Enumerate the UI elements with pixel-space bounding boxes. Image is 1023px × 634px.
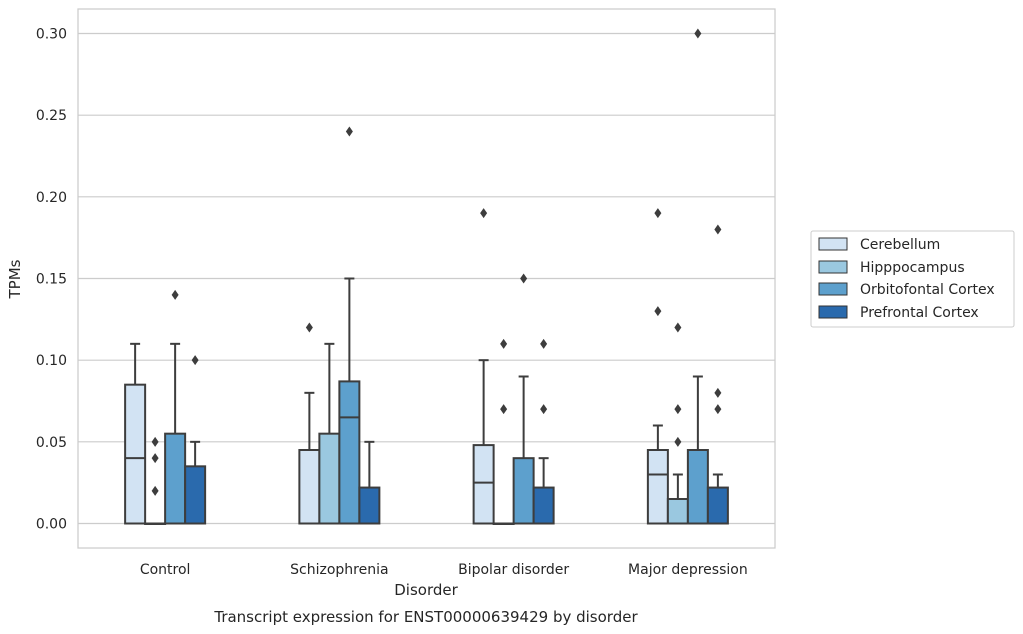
box-orbitofontal-cortex-bipolar-disorder — [512, 273, 535, 525]
y-tick-label: 0.00 — [36, 517, 67, 533]
box-body — [532, 486, 555, 525]
legend-swatch-cerebellum — [818, 237, 848, 251]
box-orbitofontal-cortex-control — [164, 289, 187, 525]
outlier-point — [540, 404, 548, 415]
outlier-point — [674, 436, 682, 447]
box-prefrontal-cortex-major-depression — [706, 224, 729, 525]
outlier-point — [674, 404, 682, 415]
legend-item-cerebellum: Cerebellum — [818, 237, 940, 253]
y-axis-label: TPMs — [6, 259, 24, 299]
x-tick-label: Schizophrenia — [290, 562, 388, 578]
outlier-point — [540, 338, 548, 349]
outlier-point — [520, 273, 528, 284]
outlier-point — [674, 322, 682, 333]
box-hipppocampus-control — [144, 436, 167, 525]
box-cerebellum-schizophrenia — [298, 322, 321, 525]
box-body — [472, 444, 495, 525]
outlier-point — [500, 404, 508, 415]
box-body — [666, 498, 689, 525]
chart-title: Transcript expression for ENST0000063942… — [213, 608, 638, 626]
box-body — [646, 449, 669, 525]
y-tick-label: 0.20 — [36, 190, 67, 206]
legend-item-prefrontal-cortex: Prefrontal Cortex — [818, 305, 979, 321]
box-body — [512, 457, 535, 525]
outlier-point — [500, 338, 508, 349]
box-body — [164, 432, 187, 525]
x-tick-label: Control — [140, 562, 191, 578]
legend-label-orbitofontal-cortex: Orbitofontal Cortex — [860, 282, 995, 298]
box-orbitofontal-cortex-schizophrenia — [338, 126, 361, 525]
outlier-point — [305, 322, 313, 333]
box-hipppocampus-major-depression — [666, 322, 689, 525]
legend-label-prefrontal-cortex: Prefrontal Cortex — [860, 305, 979, 321]
x-tick-label: Bipolar disorder — [458, 562, 569, 578]
outlier-point — [345, 126, 353, 137]
box-body — [318, 432, 341, 525]
legend-item-hipppocampus: Hipppocampus — [818, 260, 965, 276]
box-body — [184, 465, 207, 525]
plot-frame — [77, 8, 776, 549]
outlier-point — [151, 485, 159, 496]
outlier-point — [714, 404, 722, 415]
box-layer — [124, 28, 729, 525]
legend-label-cerebellum: Cerebellum — [860, 237, 940, 253]
legend-frame — [810, 230, 1015, 328]
y-tick-label: 0.25 — [36, 108, 67, 124]
legend: Cerebellum Hipppocampus Orbitofontal Cor… — [810, 230, 1015, 328]
box-body — [124, 383, 147, 525]
box-cerebellum-major-depression — [646, 208, 669, 525]
x-tick-label: Major depression — [628, 562, 748, 578]
legend-swatch-prefrontal-cortex — [818, 305, 848, 319]
box-prefrontal-cortex-bipolar-disorder — [532, 338, 555, 525]
outlier-point — [480, 208, 488, 219]
outlier-point — [694, 28, 702, 39]
box-hipppocampus-schizophrenia — [318, 342, 341, 525]
box-body — [686, 449, 709, 525]
outlier-point — [654, 306, 662, 317]
outlier-point — [654, 208, 662, 219]
y-tick-label: 0.30 — [36, 27, 67, 43]
axis-layer: 0.00 0.05 0.10 0.15 0.20 0.25 0.30 Control Schiz… — [36, 27, 748, 579]
y-tick-label: 0.05 — [36, 435, 67, 451]
box-body — [706, 486, 729, 525]
box-body — [358, 486, 381, 525]
box-cerebellum-control — [124, 342, 147, 525]
y-tick-label: 0.10 — [36, 353, 67, 369]
outlier-point — [714, 224, 722, 235]
outlier-point — [151, 436, 159, 447]
box-orbitofontal-cortex-major-depression — [686, 28, 709, 525]
box-prefrontal-cortex-schizophrenia — [358, 440, 381, 525]
box-body — [338, 380, 361, 525]
legend-item-orbitofontal-cortex: Orbitofontal Cortex — [818, 282, 995, 298]
outlier-point — [714, 387, 722, 398]
legend-swatch-hipppocampus — [818, 260, 848, 274]
x-axis-label: Disorder — [394, 581, 458, 599]
box-prefrontal-cortex-control — [184, 355, 207, 525]
outlier-point — [171, 289, 179, 300]
legend-swatch-orbitofontal-cortex — [818, 282, 848, 296]
box-hipppocampus-bipolar-disorder — [492, 338, 515, 525]
y-tick-label: 0.15 — [36, 272, 67, 288]
box-cerebellum-bipolar-disorder — [472, 208, 495, 525]
legend-label-hipppocampus: Hipppocampus — [860, 260, 965, 276]
box-body — [298, 449, 321, 525]
outlier-point — [151, 453, 159, 464]
outlier-point — [191, 355, 199, 366]
